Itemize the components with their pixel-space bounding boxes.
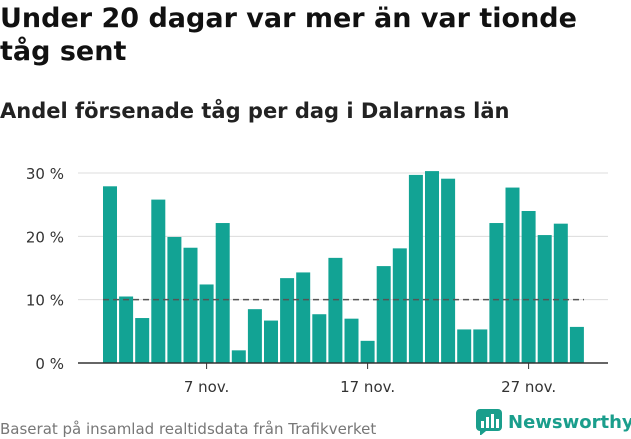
y-tick-label: 30 % xyxy=(26,165,64,183)
bar xyxy=(553,223,568,363)
brand-name: Newsworthy xyxy=(508,411,631,433)
bar-chart: 0 % 10 % 20 % 30 % 7 nov. 17 nov. 27 nov. xyxy=(26,165,608,396)
bar xyxy=(280,278,295,363)
bar xyxy=(505,187,520,363)
bar xyxy=(408,174,423,363)
bar xyxy=(425,171,439,363)
bar xyxy=(312,314,327,363)
brand-logo[interactable]: Newsworthy xyxy=(476,408,631,436)
bar xyxy=(119,296,134,363)
bar xyxy=(296,272,311,363)
bar xyxy=(344,318,359,363)
bar xyxy=(489,223,504,363)
bar xyxy=(247,309,262,363)
chart-subtitle: Andel försenade tåg per dag i Dalarnas l… xyxy=(0,99,510,123)
bar xyxy=(215,223,230,363)
y-tick-label: 20 % xyxy=(26,228,64,246)
bar xyxy=(183,247,198,363)
bar xyxy=(392,248,407,363)
x-tick-label: 27 nov. xyxy=(501,378,556,396)
bar xyxy=(328,257,343,363)
newsworthy-logo-icon xyxy=(476,409,502,435)
bar xyxy=(473,329,488,363)
bar xyxy=(199,284,214,363)
bar xyxy=(151,199,166,363)
bar xyxy=(231,350,246,363)
bar xyxy=(376,266,391,363)
x-tick-label: 7 nov. xyxy=(184,378,229,396)
bar xyxy=(569,326,584,363)
bar xyxy=(521,211,536,363)
chart-title: Under 20 dagar var mer än var tionde tåg… xyxy=(0,3,577,67)
bar xyxy=(360,340,375,363)
bar xyxy=(135,318,150,363)
bar xyxy=(441,178,456,363)
bar xyxy=(103,186,117,363)
bar xyxy=(264,320,278,363)
y-tick-label: 0 % xyxy=(35,355,64,373)
x-tick-label: 17 nov. xyxy=(340,378,395,396)
bar xyxy=(457,329,472,363)
y-tick-label: 10 % xyxy=(26,292,64,310)
source-note: Baserat på insamlad realtidsdata från Tr… xyxy=(0,420,377,438)
